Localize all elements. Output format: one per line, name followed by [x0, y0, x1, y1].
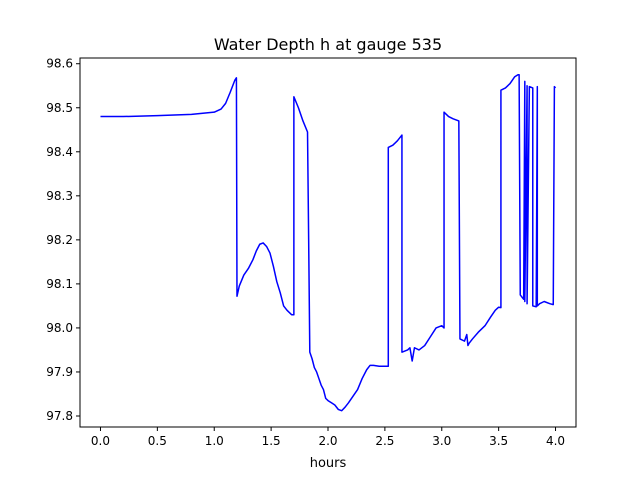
- series-line-0: [100, 73, 557, 412]
- x-tick-label: 3.0: [432, 434, 451, 448]
- x-tick-label: 3.5: [489, 434, 508, 448]
- x-tick-label: 2.0: [318, 434, 337, 448]
- y-tick-label: 97.9: [46, 365, 73, 379]
- x-tick-label: 0.5: [148, 434, 167, 448]
- series-layer: [100, 73, 557, 412]
- y-tick-label: 98.5: [46, 101, 73, 115]
- y-tick-label: 98.2: [46, 233, 73, 247]
- chart-title: Water Depth h at gauge 535: [214, 35, 442, 54]
- x-tick-label: 1.5: [262, 434, 281, 448]
- x-tick-label: 0.0: [91, 434, 110, 448]
- x-tick-label: 4.0: [546, 434, 565, 448]
- y-tick-label: 97.8: [46, 409, 73, 423]
- y-tick-label: 98.6: [46, 57, 73, 71]
- y-tick-label: 98.0: [46, 321, 73, 335]
- y-tick-label: 98.3: [46, 189, 73, 203]
- y-tick-label: 98.4: [46, 145, 73, 159]
- x-axis-label: hours: [310, 456, 347, 471]
- y-axis-ticks: 97.8 97.9 98.0 98.1 98.2 98.3 98.4 98.5 98.6: [46, 57, 80, 423]
- y-tick-label: 98.1: [46, 277, 73, 291]
- x-tick-label: 1.0: [205, 434, 224, 448]
- x-axis-ticks: 0.0 0.5 1.0 1.5 2.0 2.5 3.0 3.5 4.0: [91, 427, 565, 448]
- x-tick-label: 2.5: [375, 434, 394, 448]
